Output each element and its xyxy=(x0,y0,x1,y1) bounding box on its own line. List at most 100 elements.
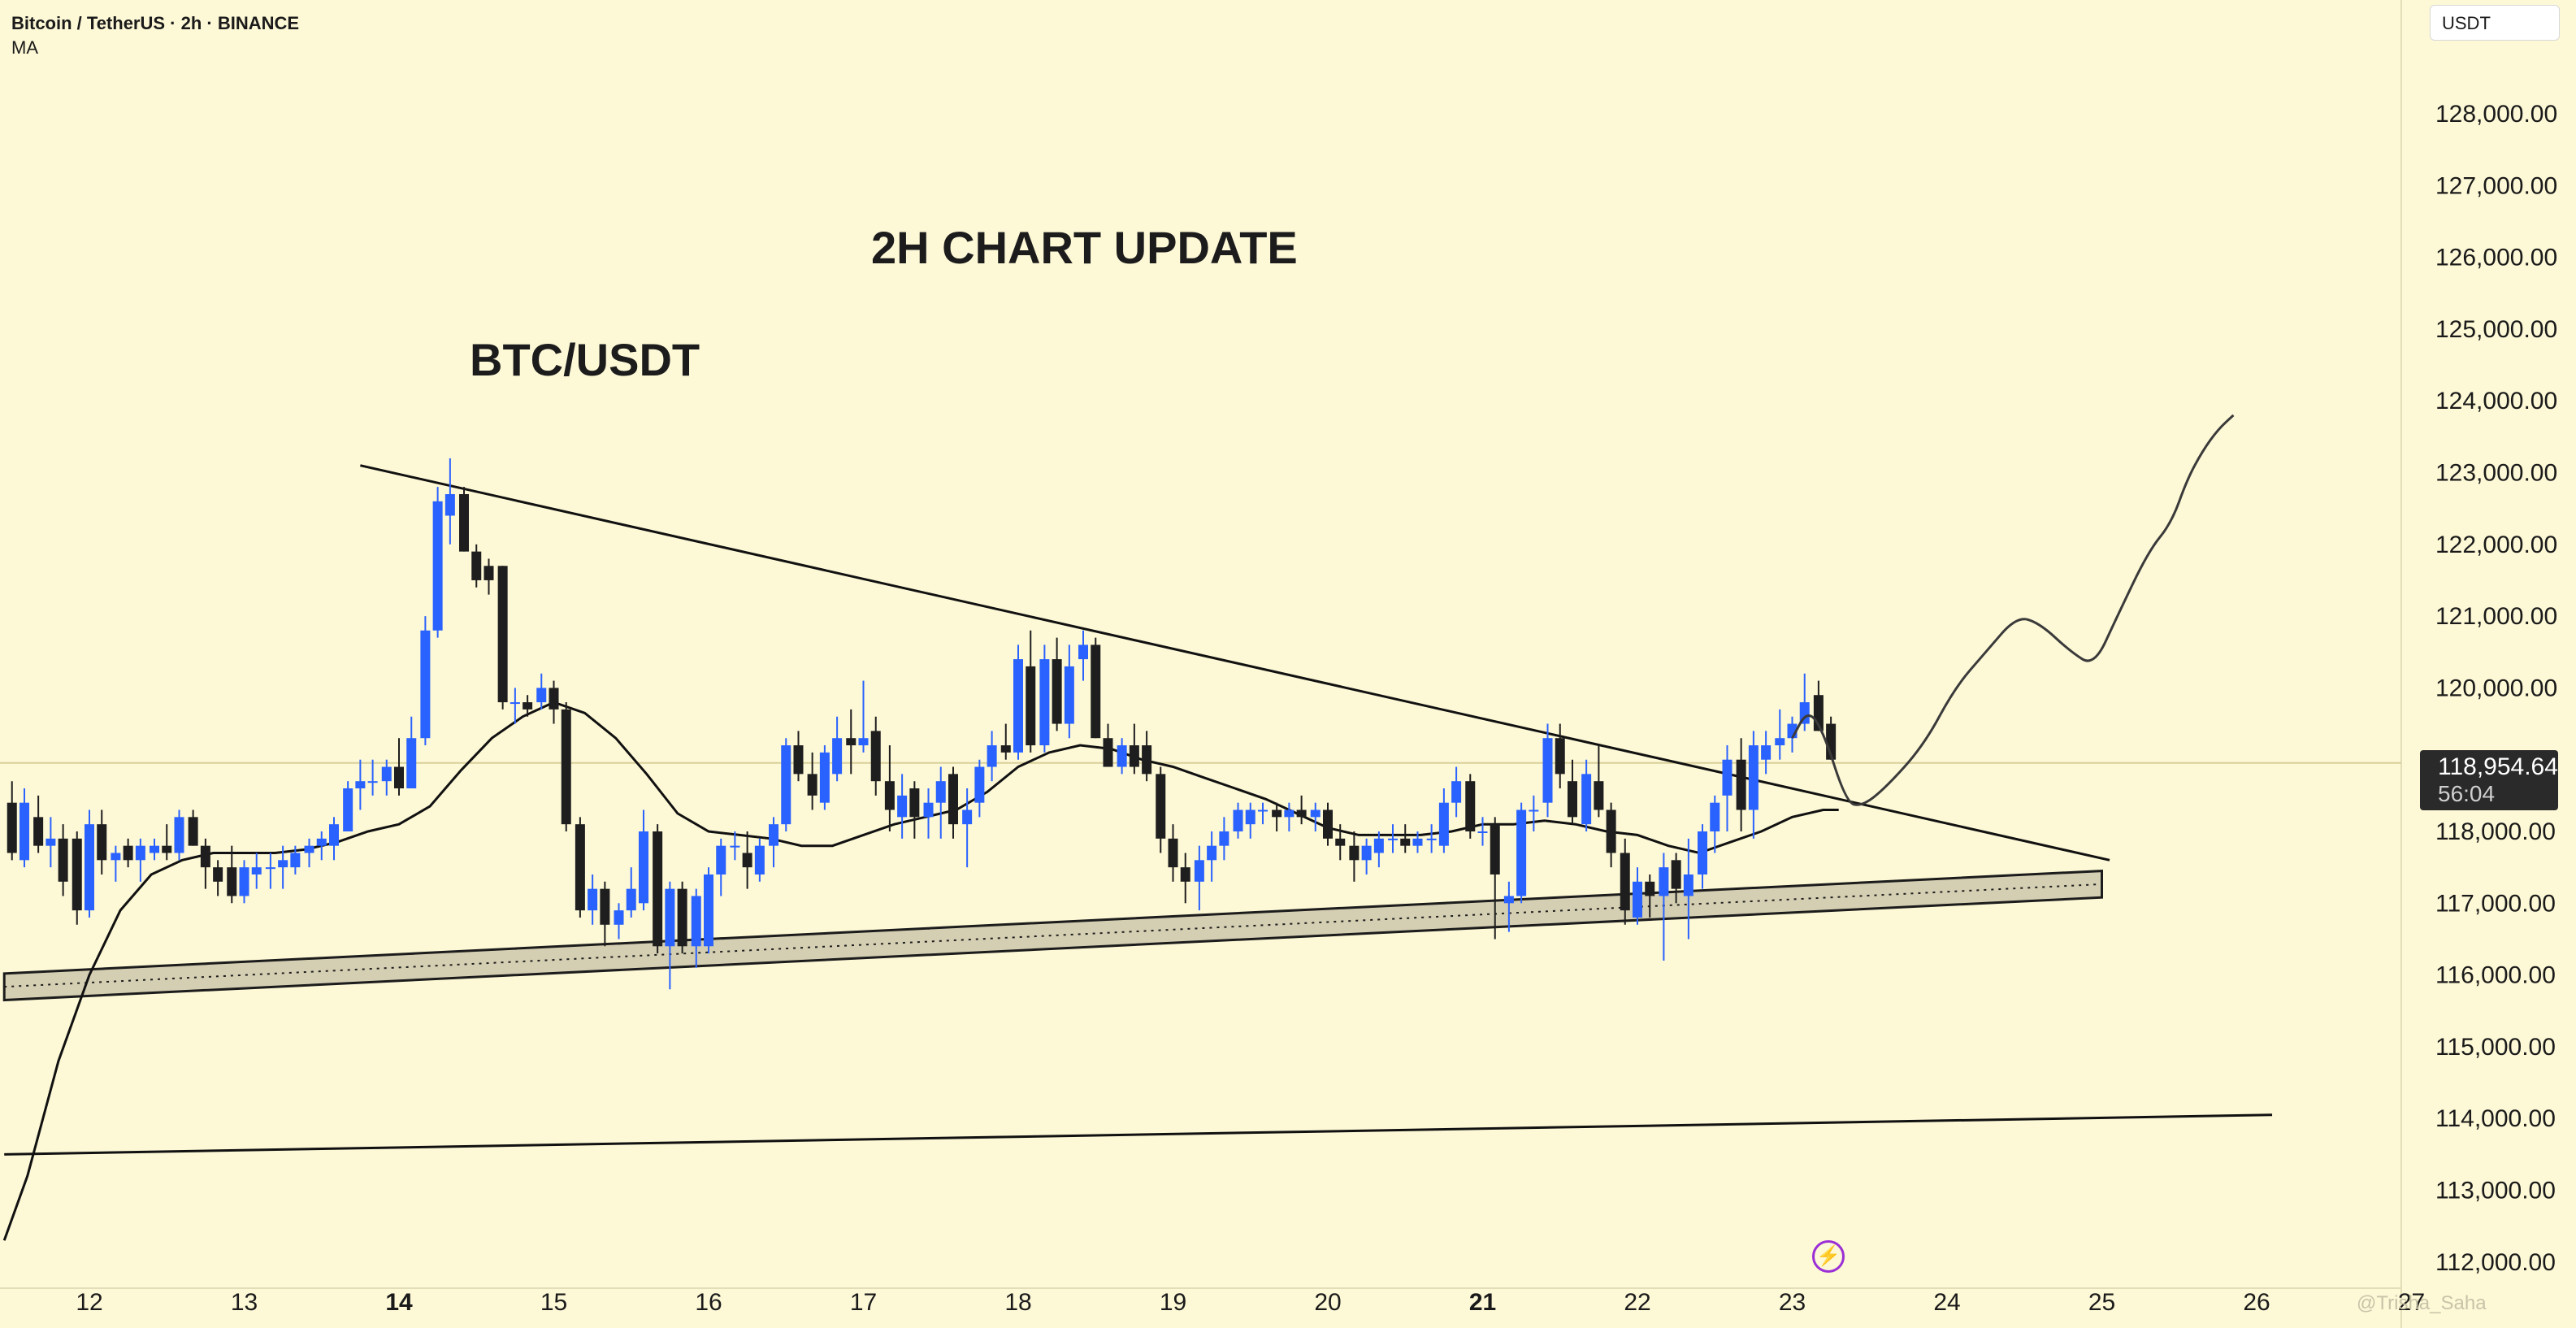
candle-body xyxy=(1606,809,1616,853)
candle-body xyxy=(1426,838,1437,840)
x-tick-label: 20 xyxy=(1314,1289,1341,1316)
candle-body xyxy=(665,888,675,947)
indicator-label[interactable]: MA xyxy=(11,37,38,58)
candle-body xyxy=(1529,809,1539,812)
candle-body xyxy=(962,809,973,825)
candle-body xyxy=(1438,802,1449,846)
candle-body xyxy=(162,845,172,853)
candle-body xyxy=(72,838,82,911)
candle-body xyxy=(1219,831,1229,846)
candle-body xyxy=(909,788,920,818)
candle-body xyxy=(614,910,624,925)
candle-body xyxy=(1064,666,1074,724)
candle-body xyxy=(1400,838,1411,846)
candle-body xyxy=(1465,781,1476,831)
candle-body xyxy=(1039,659,1050,746)
candle-body xyxy=(1633,881,1642,918)
candle-body xyxy=(97,824,107,861)
candle-body xyxy=(536,688,547,703)
candle-body xyxy=(742,853,752,868)
candle-body xyxy=(704,874,713,947)
candle-body xyxy=(1310,809,1321,818)
candle-body xyxy=(343,788,353,831)
candle-body xyxy=(213,867,223,882)
x-tick-label: 14 xyxy=(385,1289,413,1316)
x-tick-label: 26 xyxy=(2243,1289,2270,1316)
symbol-title[interactable]: Bitcoin / TetherUS · 2h · BINANCE xyxy=(11,13,300,33)
lower-support-line xyxy=(4,1113,2273,1156)
candle-body xyxy=(1194,860,1204,882)
candle-body xyxy=(367,781,378,783)
candle-body xyxy=(1272,809,1282,818)
candle-body xyxy=(265,867,275,870)
candle-body xyxy=(1373,838,1384,853)
candle-body xyxy=(484,566,494,580)
candle-body xyxy=(1490,824,1500,874)
x-tick-label: 27 xyxy=(2398,1289,2425,1316)
candle-body xyxy=(769,824,779,846)
candle-body xyxy=(987,745,997,767)
candle-body xyxy=(251,867,262,874)
candle-body xyxy=(1710,802,1720,831)
candle-body xyxy=(420,630,431,739)
candle-body xyxy=(1284,809,1295,818)
candle-body xyxy=(1503,896,1514,904)
candle-body xyxy=(858,738,869,746)
y-tick-label: 115,000.00 xyxy=(2435,1034,2556,1061)
candle-body xyxy=(1581,774,1592,825)
candle-body xyxy=(1142,745,1152,775)
candle-body xyxy=(1168,838,1178,868)
candle-body xyxy=(1671,860,1681,889)
candle-body xyxy=(870,731,881,782)
candle-body xyxy=(174,817,184,853)
x-tick-label: 19 xyxy=(1160,1289,1186,1316)
candle-body xyxy=(600,888,610,925)
candle-body xyxy=(1013,659,1023,753)
x-tick-label: 16 xyxy=(695,1289,722,1316)
currency-selector[interactable]: USDT xyxy=(2430,5,2560,41)
candle-body xyxy=(1180,867,1190,882)
candle-body xyxy=(716,845,726,874)
candle-body xyxy=(33,817,44,846)
candle-body xyxy=(200,845,210,868)
candle-body xyxy=(1257,809,1268,812)
candle-body xyxy=(290,853,301,868)
candle-body xyxy=(1594,781,1604,810)
candle-body xyxy=(1000,745,1011,753)
x-tick-label: 24 xyxy=(1933,1289,1960,1316)
candle-body xyxy=(974,766,985,803)
candle-body xyxy=(832,738,843,775)
candle-body xyxy=(278,860,288,868)
candle-body xyxy=(561,709,571,825)
candle-body xyxy=(459,493,470,552)
candle-body xyxy=(394,766,404,789)
candle-body xyxy=(58,838,68,882)
candle-body xyxy=(1645,881,1655,896)
x-tick-label: 22 xyxy=(1624,1289,1650,1316)
candle-body xyxy=(328,824,339,846)
candle-body xyxy=(1761,745,1772,760)
candle-body xyxy=(1117,745,1127,767)
candle-body xyxy=(1323,809,1333,839)
candle-body xyxy=(111,853,121,861)
y-tick-label: 122,000.00 xyxy=(2435,532,2557,558)
y-tick-label: 118,000.00 xyxy=(2435,818,2556,845)
y-tick-label: 124,000.00 xyxy=(2435,388,2557,414)
y-tick-label: 116,000.00 xyxy=(2435,962,2556,989)
candle-body xyxy=(1026,666,1036,746)
candle-body xyxy=(445,493,455,516)
chart-header: Bitcoin / TetherUS · 2h · BINANCE MA xyxy=(11,11,299,60)
candle-body xyxy=(1542,738,1553,803)
x-tick-label: 12 xyxy=(76,1289,102,1316)
y-tick-label: 127,000.00 xyxy=(2435,172,2557,199)
y-tick-label: 128,000.00 xyxy=(2435,101,2557,128)
lightning-icon[interactable]: ⚡ xyxy=(1812,1240,1845,1273)
candle-body xyxy=(1103,738,1113,767)
candle-body xyxy=(46,838,56,846)
candle-body xyxy=(432,501,443,631)
y-tick-label: 112,000.00 xyxy=(2435,1249,2556,1276)
candle-body xyxy=(923,802,934,818)
candle-body xyxy=(19,802,29,861)
